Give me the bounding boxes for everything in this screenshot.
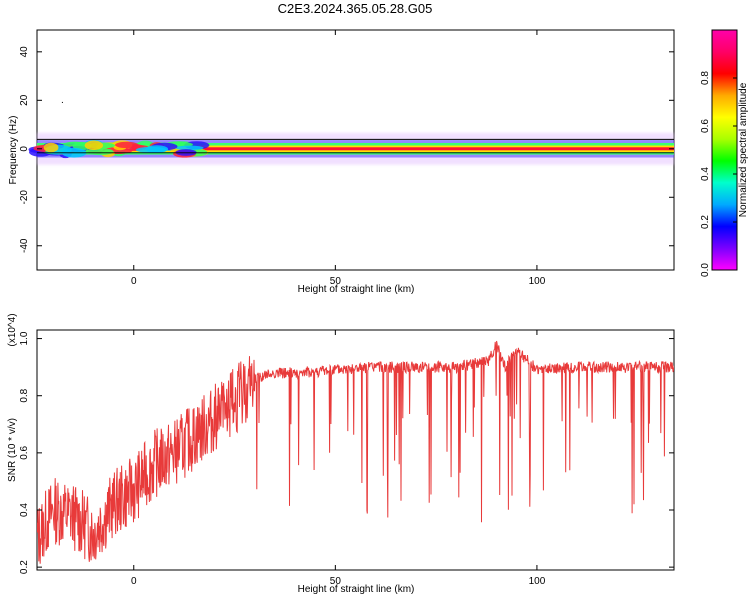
snr-series-line	[37, 340, 674, 564]
spectrogram-y-tick-label: 0	[19, 146, 30, 152]
spectrogram-panel: 0 50 100 -40 -20 0 20 40 . Height of straight …	[8, 29, 675, 295]
snr-y-scale-label: (x10^4)	[7, 313, 18, 346]
colorbar-label: Normalized spectral amplitude	[738, 82, 749, 217]
snr-x-ticks: 0 50 100	[131, 330, 546, 587]
snr-y-tick-label: 1.0	[19, 331, 30, 345]
band-blob	[115, 141, 139, 149]
spectrogram-x-tick-label: 50	[330, 276, 342, 287]
colorbar-ticks: 0.0 0.2 0.4 0.6 0.8	[700, 71, 737, 277]
snr-y-tick-label: 0.6	[19, 445, 30, 459]
band-blob	[145, 145, 169, 153]
snr-x-tick-label: 100	[529, 576, 546, 587]
snr-y-ticks: 0.2 0.4 0.6 0.8 1.0	[19, 331, 674, 574]
spectrogram-y-label: Frequency (Hz)	[8, 116, 19, 185]
band-blob	[84, 140, 104, 151]
spectrogram-y-tick-label: 40	[19, 46, 30, 58]
snr-y-tick-label: 0.8	[19, 388, 30, 402]
snr-x-tick-label: 0	[131, 576, 137, 587]
colorbar-tick-label: 0.6	[700, 119, 711, 133]
spectrogram-band	[28, 132, 674, 165]
colorbar-tick-label: 0.2	[700, 215, 711, 229]
spectrogram-y-ticks: -40 -20 0 20 40	[19, 46, 674, 253]
spectrogram-x-label: Height of straight line (km)	[298, 284, 415, 295]
spectrogram-annotation: .	[61, 95, 64, 106]
chart-title: C2E3.2024.365.05.28.G05	[277, 1, 433, 16]
colorbar-tick-label: 0.8	[700, 71, 711, 85]
colorbar: 0.0 0.2 0.4 0.6 0.8 Normalized spectral ampl…	[700, 29, 749, 277]
snr-x-label: Height of straight line (km)	[298, 584, 415, 595]
band-blob	[175, 145, 204, 151]
spectrogram-y-tick-label: -20	[19, 190, 30, 205]
spectrogram-x-tick-label: 0	[131, 276, 137, 287]
snr-y-tick-label: 0.4	[19, 503, 30, 517]
spectrogram-y-tick-label: -40	[19, 238, 30, 253]
snr-y-label: SNR (10 * v/v)	[7, 418, 18, 482]
snr-y-tick-label: 0.2	[19, 560, 30, 574]
band-center	[37, 147, 674, 151]
spectrogram-x-ticks: 0 50 100	[131, 30, 546, 287]
colorbar-tick-label: 0.4	[700, 167, 711, 181]
snr-frame	[36, 329, 675, 571]
spectrogram-y-tick-label: 20	[19, 94, 30, 106]
colorbar-tick-label: 0.0	[700, 263, 711, 277]
band-blob	[43, 142, 59, 153]
colorbar-gradient	[711, 29, 738, 271]
snr-x-tick-label: 50	[330, 576, 342, 587]
spectrogram-x-tick-label: 100	[529, 276, 546, 287]
snr-panel: 0 50 100 0.2 0.4 0.6 0.8 1.0 Height of straigh…	[7, 313, 675, 595]
